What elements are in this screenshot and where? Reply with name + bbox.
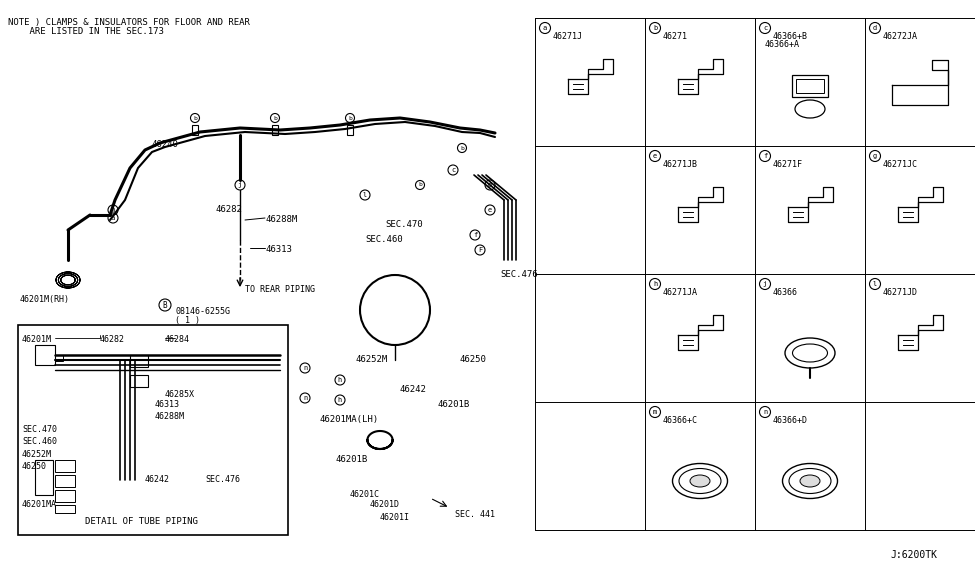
Text: 46271JA: 46271JA [663,288,698,297]
Text: J:6200TK: J:6200TK [890,550,937,560]
Text: SEC.460: SEC.460 [22,437,57,446]
Text: 46201D: 46201D [370,500,400,509]
Text: 46271JB: 46271JB [663,160,698,169]
Text: 46282: 46282 [100,335,125,344]
Text: 46240: 46240 [152,140,178,149]
Bar [792,75,828,97]
Text: c: c [450,167,455,173]
Text: 46201M(RH): 46201M(RH) [20,295,70,304]
Text: b: b [193,115,197,121]
Text: 46288M: 46288M [155,412,185,421]
Bar [55,355,63,361]
Bar [35,460,53,495]
Text: b: b [653,25,657,31]
Text: 46271JD: 46271JD [883,288,918,297]
Text: a: a [543,25,547,31]
Text: 46282: 46282 [215,205,242,214]
Bar [796,79,824,93]
Text: 46271JC: 46271JC [883,160,918,169]
Text: n: n [303,395,307,401]
Text: SEC. 441: SEC. 441 [455,510,495,519]
Text: c: c [762,25,767,31]
Text: b: b [460,145,464,151]
Text: ARE LISTED IN THE SEC.173: ARE LISTED IN THE SEC.173 [8,27,164,36]
Text: SEC.470: SEC.470 [22,425,57,434]
Text: 46242: 46242 [400,385,427,394]
Bar [55,475,75,487]
Text: h: h [338,377,342,383]
Bar [272,125,278,135]
Text: 46366+A: 46366+A [765,40,800,49]
Text: 46201B: 46201B [437,400,469,409]
Text: SEC.476: SEC.476 [500,270,537,279]
Text: ( 1 ): ( 1 ) [175,316,200,325]
Text: b: b [348,115,352,121]
Bar [55,460,75,472]
Text: 46313: 46313 [265,245,292,254]
Text: SEC.470: SEC.470 [385,220,422,229]
Text: 46271: 46271 [663,32,688,41]
Text: 46366+B: 46366+B [773,32,808,41]
Bar [35,345,55,365]
Text: 46201MA(LH): 46201MA(LH) [320,415,379,424]
Text: j: j [238,182,242,188]
Text: SEC.476: SEC.476 [205,475,240,484]
Text: SEC.460: SEC.460 [365,235,403,244]
Text: 46284: 46284 [165,335,190,344]
Bar [55,490,75,502]
Text: 46272JA: 46272JA [883,32,918,41]
Text: e: e [488,207,492,213]
Text: 46242: 46242 [145,475,170,484]
Bar [55,505,75,513]
Text: n: n [762,409,767,415]
Text: a: a [111,215,115,221]
Text: d: d [488,182,492,188]
Text: 46201MA: 46201MA [22,500,57,509]
Text: 46313: 46313 [155,400,180,409]
Text: 08146-6255G: 08146-6255G [175,307,230,316]
Text: NOTE ) CLAMPS & INSULATORS FOR FLOOR AND REAR: NOTE ) CLAMPS & INSULATORS FOR FLOOR AND… [8,18,250,27]
Bar [347,125,353,135]
Ellipse shape [690,475,710,487]
Text: l: l [363,192,368,198]
Text: 46288M: 46288M [265,215,297,224]
Text: g: g [873,153,878,159]
Text: DETAIL OF TUBE PIPING: DETAIL OF TUBE PIPING [85,517,198,526]
Text: TO REAR PIPING: TO REAR PIPING [245,285,315,294]
Text: b: b [418,182,422,187]
Text: 46366+D: 46366+D [773,416,808,425]
Bar [18,325,288,535]
Text: 46366+C: 46366+C [663,416,698,425]
Bar [192,125,198,135]
Bar [130,355,148,367]
Text: 46366: 46366 [773,288,798,297]
Text: j: j [762,281,767,287]
Text: n: n [303,365,307,371]
Text: 46201I: 46201I [380,513,410,522]
Text: 46271J: 46271J [553,32,583,41]
Text: 46201M: 46201M [22,335,52,344]
Text: 46271F: 46271F [773,160,803,169]
Text: h: h [338,397,342,403]
Text: h: h [653,281,657,287]
Text: m: m [111,207,115,213]
Text: 46250: 46250 [22,462,47,471]
Text: 46201B: 46201B [335,455,368,464]
Text: l: l [873,281,878,287]
Text: 46252M: 46252M [22,450,52,459]
Text: d: d [873,25,878,31]
Text: e: e [653,153,657,159]
Ellipse shape [800,475,820,487]
Text: 46252M: 46252M [355,355,387,364]
Text: 46285X: 46285X [165,390,195,399]
Text: 46201C: 46201C [350,490,380,499]
Text: B: B [163,301,168,310]
Text: b: b [273,115,277,121]
Bar [130,375,148,387]
Text: m: m [653,409,657,415]
Text: F: F [478,247,482,253]
Text: f: f [473,232,477,238]
Text: 46250: 46250 [460,355,487,364]
Text: f: f [762,153,767,159]
